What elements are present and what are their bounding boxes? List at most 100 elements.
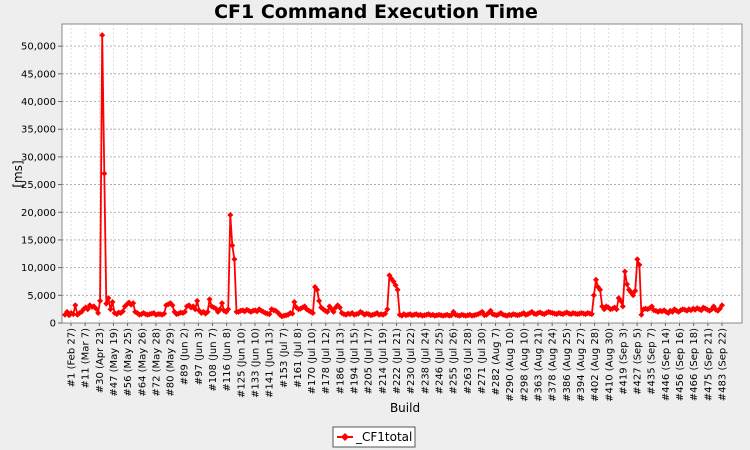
- x-tick-label: #427 (Sep 5): [633, 328, 644, 395]
- legend-label: _CF1total: [355, 430, 412, 444]
- x-tick-label: #11 (Mar 7): [81, 328, 92, 389]
- y-tick-label: 45,000: [21, 69, 56, 80]
- data-point: [316, 297, 323, 304]
- x-tick-label: #394 (Aug 27): [576, 328, 587, 402]
- data-point: [336, 304, 343, 311]
- y-tick-label: 40,000: [21, 97, 56, 108]
- data-point: [70, 311, 77, 318]
- chart-title: CF1 Command Execution Time: [214, 1, 538, 23]
- y-tick-label: 25,000: [21, 180, 56, 191]
- data-point: [617, 297, 624, 304]
- y-tick-label: 0: [50, 319, 56, 330]
- x-tick-label: #170 (Jul 10): [307, 328, 318, 395]
- data-point: [588, 311, 595, 318]
- y-tick-label: 30,000: [21, 152, 56, 163]
- data-point: [231, 256, 238, 263]
- x-tick-label: #30 (Apr 23): [95, 328, 106, 393]
- x-tick-label: #133 (Jun 10): [250, 328, 261, 398]
- data-point: [225, 306, 232, 313]
- data-point: [204, 308, 211, 315]
- y-tick-label: 10,000: [21, 263, 56, 274]
- data-point: [194, 297, 201, 304]
- data-point: [634, 256, 641, 263]
- data-point: [181, 308, 188, 315]
- data-point: [229, 242, 236, 249]
- data-point: [394, 286, 401, 293]
- x-tick-label: #435 (Sep 7): [647, 328, 658, 395]
- data-point: [161, 310, 168, 317]
- data-point: [630, 292, 637, 299]
- x-tick-label: #290 (Aug 10): [505, 328, 516, 402]
- y-axis-label: [ms]: [11, 160, 25, 187]
- x-tick-label: #47 (May 19): [109, 328, 120, 397]
- y-tick-label: 35,000: [21, 125, 56, 136]
- data-point: [291, 299, 298, 305]
- x-tick-label: #178 (Jul 12): [321, 328, 332, 395]
- x-tick-label: #402 (Aug 28): [590, 328, 601, 402]
- data-point: [103, 300, 110, 307]
- x-tick-label: #255 (Jul 26): [449, 328, 460, 395]
- data-point: [99, 32, 106, 39]
- data-point: [309, 310, 316, 316]
- x-tick-label: #72 (May 28): [151, 328, 162, 397]
- legend-box: [332, 426, 416, 448]
- x-axis: #1 (Feb 27) #11 (Mar 7) #30 (Apr 23) #47 (M…: [67, 323, 729, 402]
- data-point: [266, 311, 273, 318]
- x-tick-label: #64 (May 26): [137, 328, 148, 397]
- y-tick-label: 20,000: [21, 208, 56, 219]
- x-tick-label: #161 (Jul 8): [293, 328, 304, 388]
- series-layer: [62, 32, 725, 320]
- legend: _CF1total: [332, 426, 416, 448]
- x-tick-label: #141 (Jun 13): [265, 328, 276, 398]
- data-point: [97, 297, 104, 304]
- x-tick-label: #298 (Aug 10): [519, 328, 530, 402]
- x-tick-label: #89 (Jun 2): [180, 328, 191, 385]
- data-point: [593, 276, 599, 283]
- data-point: [384, 306, 391, 313]
- x-tick-label: #97 (Jun 3): [194, 328, 205, 385]
- x-tick-label: #222 (Jul 21): [392, 328, 403, 395]
- data-point: [95, 310, 102, 316]
- x-tick-label: #238 (Jul 24): [420, 328, 431, 395]
- y-tick-label: 15,000: [21, 235, 56, 246]
- x-tick-label: #116 (Jun 8): [222, 328, 233, 392]
- data-point: [219, 300, 225, 307]
- x-tick-label: #56 (May 25): [123, 328, 134, 397]
- x-tick-label: #1 (Feb 27): [67, 328, 78, 387]
- data-point: [624, 281, 630, 288]
- x-tick-label: #246 (Jul 25): [434, 328, 445, 395]
- data-point: [619, 303, 626, 310]
- x-tick-label: #446 (Sep 14): [661, 328, 672, 401]
- data-point: [84, 306, 91, 313]
- data-point: [632, 287, 639, 294]
- data-point: [719, 302, 725, 309]
- data-point: [324, 308, 331, 315]
- x-axis-label: Build: [390, 401, 420, 415]
- x-tick-label: #363 (Aug 21): [534, 328, 545, 402]
- data-point: [101, 170, 108, 177]
- y-tick-label: 50,000: [21, 42, 56, 53]
- data-point: [289, 310, 296, 317]
- data-point: [206, 296, 213, 303]
- data-point: [72, 302, 79, 309]
- data-point: [109, 299, 116, 305]
- x-tick-label: #386 (Aug 25): [562, 328, 573, 402]
- x-tick-label: #282 (Aug 7): [491, 328, 502, 396]
- data-point: [636, 261, 643, 268]
- x-tick-label: #419 (Sep 3): [618, 328, 629, 395]
- x-tick-label: #80 (May 29): [166, 328, 177, 397]
- data-point: [119, 308, 126, 315]
- data-point: [597, 286, 604, 293]
- gridlines: [62, 24, 742, 323]
- x-tick-label: #153 (Jul 7): [279, 328, 290, 388]
- data-point: [93, 305, 99, 312]
- x-tick-label: #194 (Jul 15): [350, 328, 361, 395]
- data-point: [621, 268, 628, 275]
- x-tick-label: #466 (Sep 18): [689, 328, 700, 401]
- x-tick-label: #410 (Aug 30): [604, 328, 615, 402]
- x-tick-label: #263 (Jul 28): [463, 328, 474, 395]
- data-point: [382, 310, 389, 317]
- data-point: [130, 300, 137, 307]
- x-tick-label: #205 (Jul 17): [364, 328, 375, 395]
